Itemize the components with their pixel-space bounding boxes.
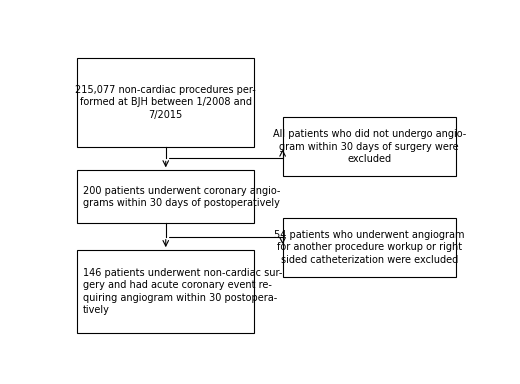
Bar <box>77 250 254 333</box>
Bar <box>283 117 456 176</box>
Text: 54 patients who underwent angiogram
for another procedure workup or right
sided : 54 patients who underwent angiogram for … <box>274 230 464 265</box>
Text: All patients who did not undergo angio-
gram within 30 days of surgery were
excl: All patients who did not undergo angio- … <box>272 129 466 164</box>
Bar <box>283 218 456 277</box>
Text: 200 patients underwent coronary angio-
grams within 30 days of postoperatively: 200 patients underwent coronary angio- g… <box>83 186 280 208</box>
Bar <box>77 58 254 147</box>
Bar <box>77 170 254 223</box>
Text: 146 patients underwent non-cardiac sur-
gery and had acute coronary event re-
qu: 146 patients underwent non-cardiac sur- … <box>83 268 282 315</box>
Text: 215,077 non-cardiac procedures per-
formed at BJH between 1/2008 and
7/2015: 215,077 non-cardiac procedures per- form… <box>75 85 256 120</box>
